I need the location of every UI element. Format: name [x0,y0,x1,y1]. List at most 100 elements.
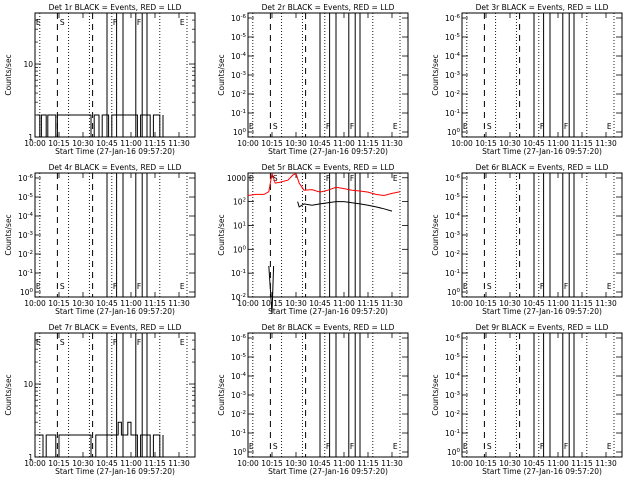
x-tick-label: 11:00 [547,139,569,148]
x-tick-label: 11:00 [333,299,355,308]
event-marker: S [60,18,65,27]
x-tick-label: 11:00 [120,299,142,308]
panel-title: Det 9r BLACK = Events, RED = LLD [476,323,609,332]
event-marker: F [564,122,568,131]
y-tick-label: 10-4 [445,212,461,221]
event-marker: F [540,282,544,291]
y-tick-label: 10-5 [445,353,461,362]
y-tick-label: 10-3 [445,391,461,400]
x-tick-label: 11:00 [547,299,569,308]
series-line-2 [268,201,393,314]
x-tick-label: 10:30 [285,299,307,308]
event-marker: F [564,282,568,291]
y-tick-label: 10-6 [445,334,461,343]
y-tick-label: 10-2 [445,410,460,419]
y-tick-label: 10-4 [445,52,461,61]
x-tick-label: 10:15 [48,299,70,308]
y-tick-label: 1000 [227,174,246,183]
y-axis-label: Counts/sec [217,374,226,415]
event-marker: S [273,442,278,451]
x-tick-label: 11:15 [144,299,166,308]
x-tick-label: 11:15 [144,459,166,468]
y-tick-label: 100 [233,128,247,137]
x-tick-label: 10:00 [24,139,46,148]
event-marker: E [249,122,254,131]
x-tick-label: 10:45 [96,299,118,308]
y-tick-label: 1 [28,133,33,142]
x-tick-label: 11:15 [357,139,379,148]
x-tick-label: 10:00 [451,299,473,308]
y-axis-label: Counts/sec [4,374,13,415]
x-tick-label: 11:30 [381,139,403,148]
x-tick-label: 10:15 [261,459,283,468]
y-axis-label: Counts/sec [4,214,13,255]
x-axis-label: Start Time (27-Jan-16 09:57:20) [268,307,388,316]
panel-title: Det 3r BLACK = Events, RED = LLD [476,3,609,12]
y-tick-label: 10-2 [231,90,246,99]
y-axis-label: Counts/sec [217,54,226,95]
plot-frame [34,172,196,298]
x-tick-label: 10:00 [24,299,46,308]
x-tick-label: 10:45 [523,299,545,308]
y-axis-label: Counts/sec [431,374,440,415]
y-tick-label: 10-3 [231,391,247,400]
event-marker: E [463,442,468,451]
y-tick-label: 10-1 [18,269,33,278]
x-tick-label: 10:30 [72,299,94,308]
y-tick-label: 10-1 [445,109,460,118]
y-tick-label: 10-6 [445,14,461,23]
x-tick-label: 11:15 [357,459,379,468]
series-line-1 [36,421,164,458]
plot-frame [461,172,623,298]
event-marker: F [113,338,117,347]
y-tick-label: 10 [23,60,33,69]
y-tick-label: 10-2 [445,90,460,99]
x-tick-label: 10:30 [499,139,521,148]
y-tick-label: 10 [23,380,33,389]
y-tick-label: 102 [233,198,246,207]
panel-9: Det 9r BLACK = Events, RED = LLD 100 10-1 1… [431,323,623,476]
y-tick-label: 10-5 [445,193,461,202]
x-tick-label: 10:15 [475,139,497,148]
panel-title: Det 8r BLACK = Events, RED = LLD [262,323,395,332]
y-tick-label: 10-3 [231,71,247,80]
series-line-1 [36,114,164,138]
event-marker: F [113,282,117,291]
panel-title: Det 7r BLACK = Events, RED = LLD [49,323,182,332]
event-marker: S [60,338,65,347]
x-tick-label: 11:30 [168,459,190,468]
x-tick-label: 11:00 [333,459,355,468]
x-tick-label: 10:15 [475,299,497,308]
plot-frame [34,12,196,138]
x-axis-label: Start Time (27-Jan-16 09:57:20) [482,307,602,316]
panel-title: Det 5r BLACK = Events, RED = LLD [262,163,395,172]
event-marker: S [273,122,278,131]
x-tick-label: 11:30 [381,299,403,308]
x-tick-label: 11:15 [571,459,593,468]
y-axis-label: Counts/sec [431,54,440,95]
event-marker: S [487,282,492,291]
event-marker: F [137,18,141,27]
x-tick-label: 10:45 [96,139,118,148]
x-tick-label: 10:15 [48,459,70,468]
y-tick-label: 101 [233,221,246,230]
x-tick-label: 11:15 [571,299,593,308]
x-tick-label: 11:30 [595,299,617,308]
y-tick-label: 10-2 [231,410,246,419]
event-marker: F [540,122,544,131]
x-tick-label: 11:30 [381,459,403,468]
plot-frame [247,172,409,298]
x-tick-label: 11:00 [333,139,355,148]
x-axis-label: Start Time (27-Jan-16 09:57:20) [268,467,388,476]
y-axis-label: Counts/sec [4,54,13,95]
panel-title: Det 6r BLACK = Events, RED = LLD [476,163,609,172]
event-marker: E [180,338,185,347]
x-tick-label: 11:15 [357,299,379,308]
panel-title: Det 4r BLACK = Events, RED = LLD [49,163,182,172]
y-tick-label: 1 [28,453,33,462]
x-tick-label: 10:00 [237,459,259,468]
x-axis-label: Start Time (27-Jan-16 09:57:20) [55,307,175,316]
x-axis-label: Start Time (27-Jan-16 09:57:20) [482,147,602,156]
x-tick-label: 11:30 [595,139,617,148]
plot-frame [247,12,409,138]
